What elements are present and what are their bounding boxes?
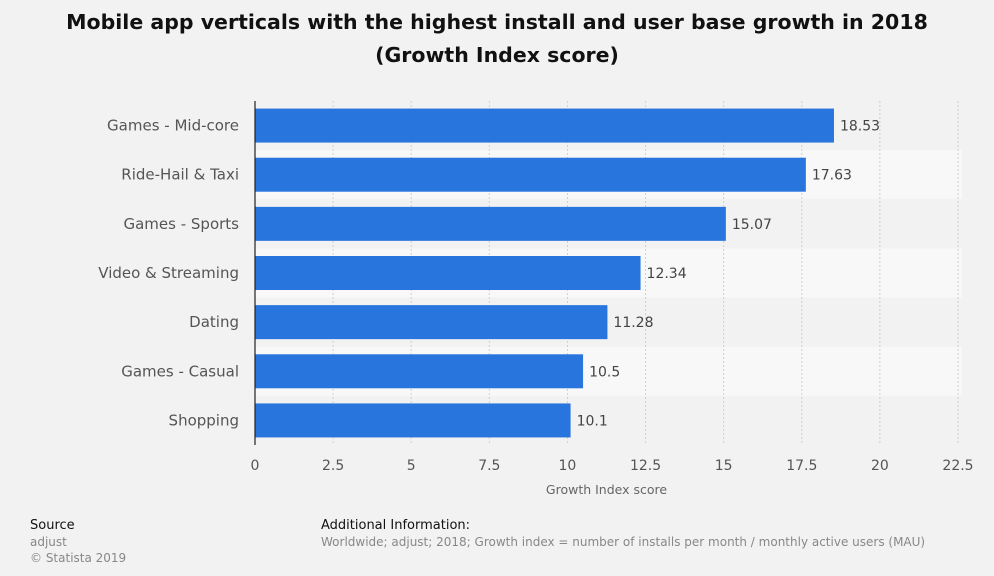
- x-tick-label: 7.5: [478, 458, 500, 474]
- bar: [255, 305, 608, 340]
- bar: [255, 256, 641, 290]
- x-tick-label: 10: [559, 458, 577, 474]
- category-label: Video & Streaming: [98, 264, 239, 282]
- copyright-text: © Statista 2019: [30, 551, 127, 565]
- source-name: adjust: [30, 535, 67, 549]
- data-label: 11.28: [613, 315, 653, 331]
- bar: [255, 354, 584, 389]
- data-label: 10.5: [589, 364, 620, 380]
- data-label: 15.07: [732, 217, 772, 233]
- x-axis-title: Growth Index score: [546, 482, 668, 497]
- chart-title: Mobile app verticals with the highest in…: [66, 10, 928, 67]
- x-tick-label: 17.5: [786, 458, 817, 474]
- source-block: Source adjust © Statista 2019: [30, 518, 126, 566]
- category-label: Dating: [189, 313, 239, 331]
- x-tick-label: 20: [871, 458, 889, 474]
- bar-chart: 0 2.5 5 7.5 10 12.5 15 17.5 20 22.5 18.53 Games - M…: [98, 101, 974, 497]
- category-label: Shopping: [169, 411, 239, 429]
- additional-info-heading: Additional Information:: [321, 518, 471, 533]
- x-tick-label: 2.5: [322, 458, 344, 474]
- category-label: Games - Casual: [121, 362, 239, 380]
- additional-info-text: Worldwide; adjust; 2018; Growth index = …: [321, 535, 926, 549]
- bar: [255, 108, 834, 143]
- x-tick-label: 15: [715, 458, 733, 474]
- bar: [255, 206, 726, 241]
- additional-info-block: Additional Information: Worldwide; adjus…: [321, 518, 925, 550]
- category-label: Games - Mid-core: [107, 117, 239, 135]
- data-label: 10.1: [577, 413, 608, 429]
- x-tick-label: 0: [251, 458, 260, 474]
- data-label: 17.63: [812, 168, 852, 184]
- bar: [255, 403, 571, 438]
- source-heading: Source: [30, 518, 75, 533]
- category-label: Ride-Hail & Taxi: [121, 166, 239, 184]
- data-label: 18.53: [840, 119, 880, 135]
- bar: [255, 157, 806, 192]
- x-tick-label: 5: [407, 458, 416, 474]
- x-tick-label: 22.5: [942, 458, 973, 474]
- category-label: Games - Sports: [123, 215, 239, 233]
- x-tick-label: 12.5: [630, 458, 661, 474]
- data-label: 12.34: [647, 266, 687, 282]
